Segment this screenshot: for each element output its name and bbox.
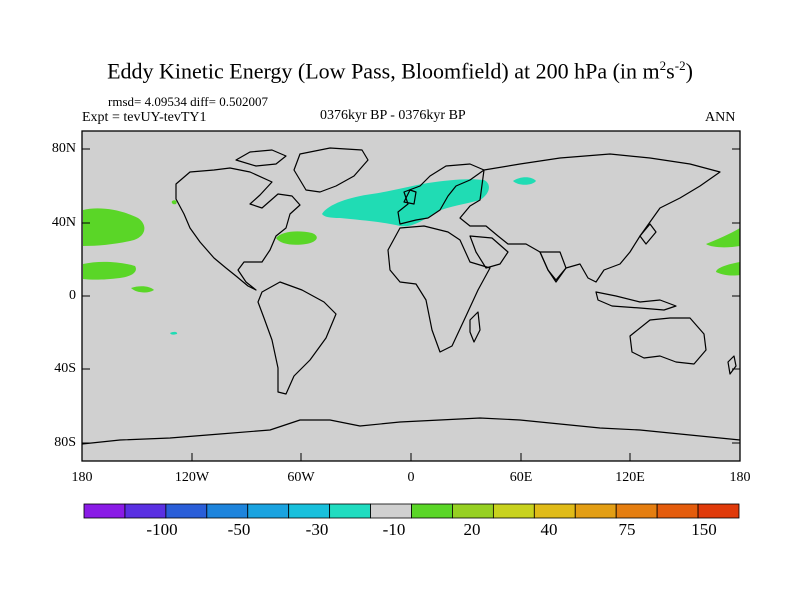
anomaly-east-pacific-positive xyxy=(83,208,145,246)
coast-indonesia xyxy=(595,291,677,311)
coast-arabia xyxy=(469,235,509,269)
colorbar-label: 40 xyxy=(540,520,558,539)
colorbar-label: -50 xyxy=(227,520,251,539)
coast-new-zealand xyxy=(727,355,737,375)
lon-tick-120e: 120E xyxy=(615,470,645,485)
lon-tick-120w: 120W xyxy=(174,470,210,485)
coast-asia xyxy=(459,153,721,283)
coastlines xyxy=(81,147,741,445)
anomaly-east-pacific-small-positive xyxy=(131,286,154,293)
coast-antarctica xyxy=(81,417,741,445)
colorbar-label: -30 xyxy=(305,520,329,539)
map-background xyxy=(82,131,740,461)
period-label: 0376kyr BP - 0376kyr BP xyxy=(320,108,466,123)
coast-arctic-islands xyxy=(235,149,287,167)
colorbar-label: 20 xyxy=(463,520,481,539)
colorbar-swatch xyxy=(83,503,126,519)
lat-tick-40n: 40N xyxy=(51,215,76,230)
lon-tick-60w: 60W xyxy=(287,470,315,485)
colorbar-swatch xyxy=(206,503,249,519)
colorbar-label: -10 xyxy=(382,520,406,539)
coast-south-america xyxy=(257,281,337,395)
colorbar-swatch xyxy=(370,503,412,519)
tick-marks xyxy=(81,148,741,461)
anomaly-west-atlantic-positive xyxy=(276,231,317,245)
colorbar-swatch xyxy=(533,503,576,519)
colorbar-swatch xyxy=(411,503,453,519)
coast-africa xyxy=(387,225,491,353)
anomaly-south-pacific-small-negative xyxy=(170,331,178,335)
coast-madagascar xyxy=(469,311,481,343)
anomaly-west-pacific-positive xyxy=(706,228,740,248)
colorbar-swatch xyxy=(492,503,535,519)
coast-japan xyxy=(639,223,657,245)
colorbar-label: 150 xyxy=(691,520,717,539)
lon-tick-180e: 180 xyxy=(729,470,751,485)
colorbar-swatch xyxy=(697,503,740,519)
season-label: ANN xyxy=(705,110,736,125)
colorbar-swatch xyxy=(247,503,290,519)
colorbar-swatch xyxy=(329,503,371,519)
colorbar-label: -100 xyxy=(146,520,178,539)
colorbar-label: 75 xyxy=(618,520,636,539)
colorbar-swatch xyxy=(165,503,208,519)
coast-greenland xyxy=(293,147,369,193)
coast-australia xyxy=(629,317,707,365)
colorbar xyxy=(83,503,740,519)
anomaly-east-pacific-tropical-positive xyxy=(83,261,136,280)
colorbar-swatch xyxy=(452,503,494,519)
lon-tick-60e: 60E xyxy=(509,470,533,485)
colorbar-swatch xyxy=(124,503,167,519)
anomaly-alaska-small-positive xyxy=(171,200,177,205)
colorbar-swatch xyxy=(615,503,658,519)
lat-tick-80s: 80S xyxy=(54,435,76,450)
coast-north-america xyxy=(175,167,301,291)
colorbar-swatch xyxy=(574,503,617,519)
lon-tick-0: 0 xyxy=(407,470,415,485)
coast-britain xyxy=(403,189,417,205)
lat-tick-0: 0 xyxy=(69,288,76,303)
lat-tick-80n: 80N xyxy=(51,141,76,156)
colorbar-swatch xyxy=(656,503,699,519)
anomaly-west-pacific-tropical-positive xyxy=(716,262,740,276)
coast-india xyxy=(539,251,567,283)
lat-tick-40s: 40S xyxy=(54,361,76,376)
colorbar-swatch xyxy=(288,503,331,519)
anomaly-barents-negative xyxy=(513,177,536,185)
experiment-label: Expt = tevUY-tevTY1 xyxy=(82,110,207,125)
stats-text: rmsd= 4.09534 diff= 0.502007 xyxy=(108,94,268,109)
lon-tick-180w: 180 xyxy=(71,470,93,485)
map-title: Eddy Kinetic Energy (Low Pass, Bloomfiel… xyxy=(107,58,693,84)
